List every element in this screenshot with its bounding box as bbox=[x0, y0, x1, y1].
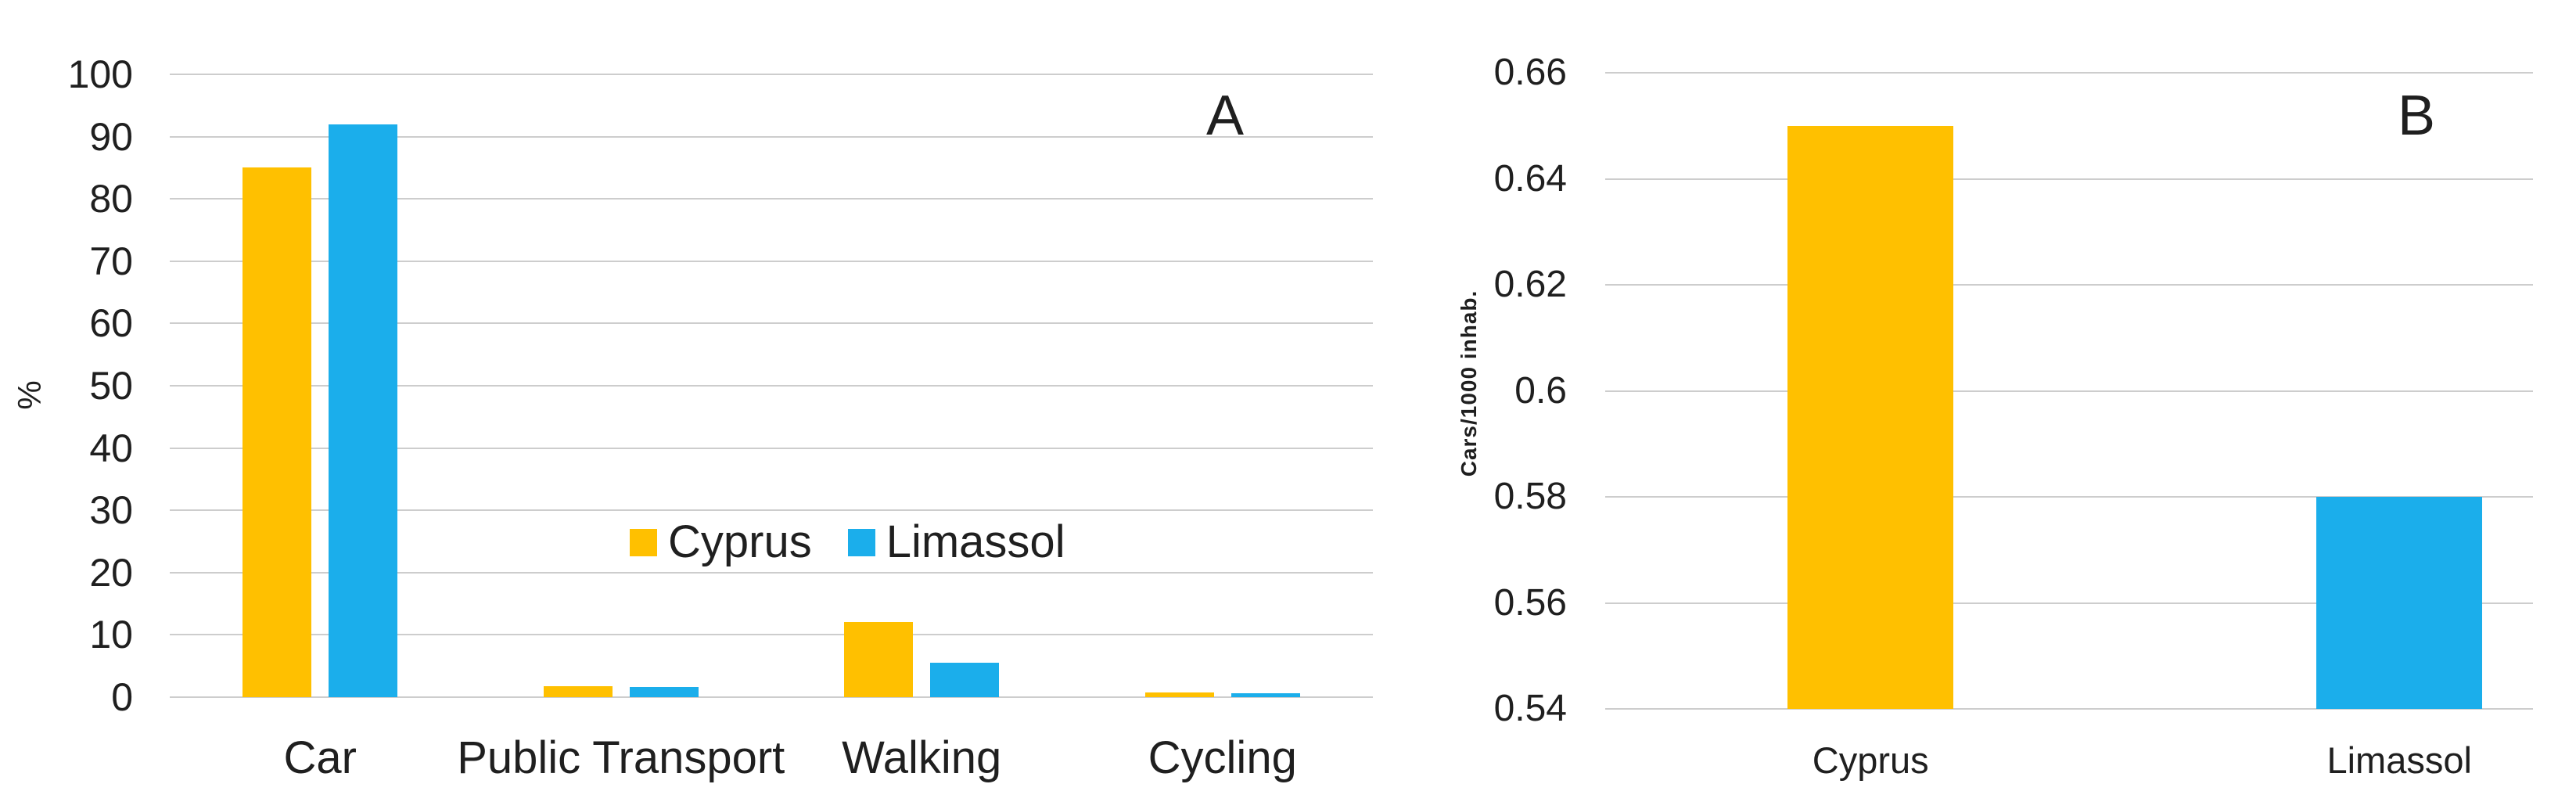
bar-cyprus-public-transport bbox=[543, 685, 613, 697]
gridline-0.56 bbox=[1605, 602, 2533, 604]
bar-limassol bbox=[2316, 497, 2483, 709]
x-category-label-walking: Walking bbox=[842, 732, 1002, 783]
x-category-label-car: Car bbox=[283, 732, 357, 783]
y-tick-label-0.6: 0.6 bbox=[1514, 369, 1567, 412]
gridline-0.66 bbox=[1605, 72, 2533, 74]
y-tick-label-0.62: 0.62 bbox=[1493, 264, 1567, 305]
bar-cyprus bbox=[1787, 125, 1954, 709]
gridline-10 bbox=[170, 634, 1373, 636]
legend-item-cyprus: Cyprus bbox=[630, 520, 812, 565]
bar-limassol-walking bbox=[930, 663, 1000, 697]
bar-cyprus-cycling bbox=[1144, 692, 1214, 697]
y-tick-label-50: 50 bbox=[89, 364, 133, 408]
bar-limassol-public-transport bbox=[629, 687, 699, 697]
y-tick-label-10: 10 bbox=[89, 613, 133, 657]
panel-a-label: A bbox=[1205, 85, 1245, 147]
legend-item-limassol: Limassol bbox=[847, 516, 1065, 567]
y-tick-label-0: 0 bbox=[111, 675, 133, 719]
limassol-legend-swatch-icon bbox=[847, 528, 875, 556]
gridline-50 bbox=[170, 385, 1373, 387]
x-category-label-cyprus: Cyprus bbox=[1812, 739, 1929, 781]
y-tick-label-40: 40 bbox=[89, 426, 133, 470]
gridline-80 bbox=[170, 198, 1373, 200]
cyprus-legend-swatch-icon bbox=[630, 528, 657, 556]
gridline-0.62 bbox=[1605, 284, 2533, 286]
x-category-label-public-transport: Public Transport bbox=[457, 732, 785, 783]
y-tick-label-0.58: 0.58 bbox=[1493, 476, 1567, 517]
y-tick-label-90: 90 bbox=[89, 114, 133, 159]
chart-a-legend: Cyprus Limassol bbox=[630, 520, 1065, 565]
gridline-0 bbox=[170, 696, 1373, 698]
x-category-label-cycling: Cycling bbox=[1148, 732, 1297, 783]
panel-b-label: B bbox=[2397, 85, 2436, 147]
bar-cyprus-car bbox=[243, 167, 312, 697]
y-tick-label-0.54: 0.54 bbox=[1493, 688, 1567, 729]
y-tick-label-80: 80 bbox=[89, 177, 133, 221]
gridline-100 bbox=[170, 74, 1373, 75]
gridline-20 bbox=[170, 571, 1373, 574]
y-tick-label-30: 30 bbox=[89, 488, 133, 533]
gridline-0.54 bbox=[1605, 708, 2533, 710]
bar-limassol-car bbox=[329, 124, 398, 697]
y-tick-label-70: 70 bbox=[89, 239, 133, 283]
bar-cyprus-walking bbox=[844, 622, 914, 697]
gridline-0.58 bbox=[1605, 496, 2533, 498]
y-tick-label-100: 100 bbox=[67, 52, 133, 96]
gridline-0.6 bbox=[1605, 390, 2533, 392]
gridline-70 bbox=[170, 260, 1373, 262]
y-tick-label-0.64: 0.64 bbox=[1493, 157, 1567, 200]
cyprus-legend-label: Cyprus bbox=[668, 516, 812, 567]
limassol-legend-label: Limassol bbox=[886, 516, 1065, 567]
gridline-40 bbox=[170, 447, 1373, 449]
bar-limassol-cycling bbox=[1231, 693, 1300, 697]
y-tick-label-60: 60 bbox=[89, 301, 133, 346]
gridline-30 bbox=[170, 509, 1373, 512]
y-tick-label-20: 20 bbox=[89, 550, 133, 595]
y-tick-label-0.66: 0.66 bbox=[1493, 52, 1567, 93]
y-tick-label-0.56: 0.56 bbox=[1493, 581, 1567, 624]
gridline-0.64 bbox=[1605, 178, 2533, 180]
gridline-90 bbox=[170, 135, 1373, 138]
x-category-label-limassol: Limassol bbox=[2326, 739, 2472, 781]
gridline-60 bbox=[170, 322, 1373, 325]
